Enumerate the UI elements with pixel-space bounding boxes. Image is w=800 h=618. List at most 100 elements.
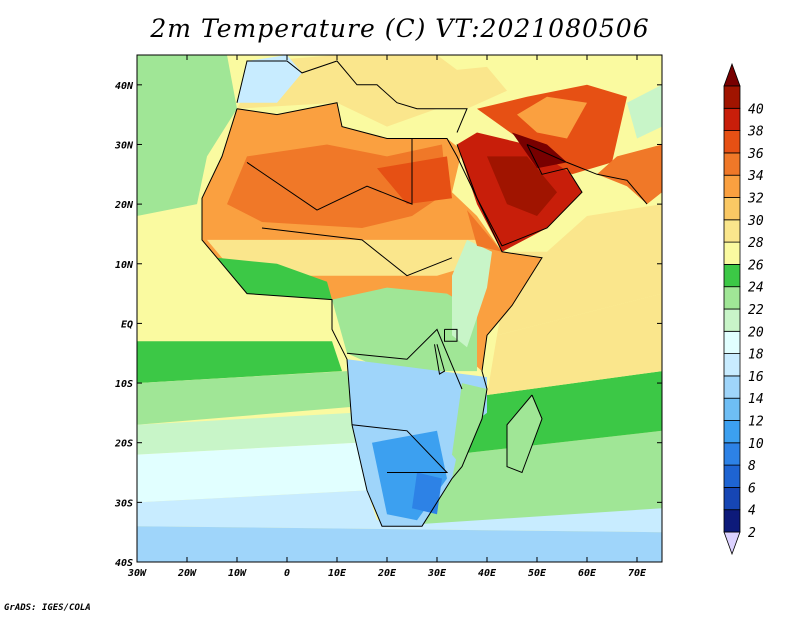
y-tick-label: 20S [114,439,133,450]
y-tick-label: 40N [115,81,134,92]
border-central [346,328,463,390]
land-mozambique-coast [452,383,487,467]
colorbar-swatch [723,420,741,444]
coast-arabia [456,144,583,247]
map-axes: 30W 20W 10W 0 10E 20E 30E 40E 50E 60E 70E 40N 30N 20N… [114,55,662,579]
colorbar-label: 16 [748,370,764,385]
colorbar-label: 40 [748,102,764,117]
colorbar-label: 34 [747,169,764,184]
colorbar-swatch [723,85,741,109]
x-tick-label: 60E [578,568,597,579]
land-east-highlands [452,239,492,348]
colorbar-swatch [723,263,741,288]
x-tick-label: 30E [427,568,447,579]
credit-text: GrADS: IGES/COLA [4,603,91,613]
coast-madagascar [506,394,543,474]
land-sahara-hot [227,144,447,228]
colorbar-top-arrow [723,62,741,87]
band-indian-tropical [487,293,662,395]
colorbar-label: 24 [748,281,764,296]
colorbar-swatch [723,308,741,332]
colorbar-bottom-arrow [723,531,741,556]
y-tick-label: 10S [115,379,133,390]
land-afghan-cool [627,84,662,139]
x-tick-label: 0 [284,568,290,579]
coast-iran [526,144,648,205]
colorbar-swatch [723,442,741,466]
band-indian-north [497,204,662,336]
band-southern-16 [137,490,662,533]
y-tick-label: EQ [121,319,133,330]
lake-tanganyika [434,344,446,375]
band-north-atlantic [137,55,237,216]
border-south [351,424,449,473]
x-tick-label: 50E [528,568,547,579]
colorbar-label: 22 [748,303,764,318]
x-tick-label: 40E [478,568,497,579]
colorbar-label: 38 [747,125,764,140]
land-turkey [417,66,507,109]
y-tick-label: 30N [114,140,134,151]
temperature-field [137,55,662,562]
colorbar-label: 6 [748,481,756,496]
colorbar-swatch [723,330,741,354]
land-west-africa-coast [217,257,332,300]
band-tropical-atlantic-warm [137,210,332,342]
colorbar-label: 8 [748,459,756,474]
colorbar-swatch [723,397,741,421]
land-india-west [597,144,662,205]
land-central-africa [332,287,477,372]
band-atlantic-20 [137,412,357,455]
x-tick-label: 10E [328,568,347,579]
coastlines [201,60,648,527]
colorbar-label: 32 [747,192,764,207]
band-indian-mid [452,371,662,455]
colorbar-swatch [723,241,741,265]
colorbar-label: 28 [748,236,764,251]
colorbar-swatch [723,130,741,154]
y-tick-label: 10N [115,260,134,271]
colorbar-swatch [723,509,741,533]
colorbar-label: 36 [747,147,764,162]
colorbar-swatch [723,286,741,310]
y-tick-label: 20N [114,200,134,211]
plot-frame [136,54,663,563]
land-iberia-cool [237,55,302,103]
band-atlantic-south-warm [137,341,342,384]
land-east-africa-red-sea [467,210,502,252]
x-tick-label: 20W [177,568,197,579]
colorbar-label: 10 [748,437,764,452]
colorbar-label: 18 [748,348,764,363]
chart-title: 2m Temperature (C) VT:2021080506 [150,14,650,43]
colorbar-swatch [723,152,741,176]
border-sahara-2 [261,227,453,277]
coast-africa [201,102,543,527]
land-arabia-core [487,156,557,216]
colorbar-swatch [723,197,741,221]
colorbar-label: 30 [747,214,764,229]
y-tick-label: 40S [115,558,133,569]
band-southern-13 [137,526,662,562]
colorbar-swatch [723,219,741,243]
x-tick-label: 30W [127,568,147,579]
colorbar-label: 12 [748,415,764,430]
colorbar-swatch [723,107,741,132]
colorbar-label: 2 [748,526,756,541]
colorbar-label: 14 [748,392,764,407]
coast-mediterranean-north [236,60,468,133]
colorbar-swatch [723,353,741,377]
lake-victoria [444,328,458,342]
colorbar-swatch [723,486,741,511]
y-tick-label: 30S [114,498,133,509]
colorbar-label: 20 [748,325,764,340]
border-sahara-1 [246,138,413,211]
band-atlantic-18 [137,442,367,503]
x-tick-label: 70E [628,568,647,579]
land-highveld [412,472,442,515]
colorbar-swatch [723,464,741,488]
land-egypt-libya-hot [377,156,452,205]
colorbar-swatch [723,174,741,198]
band-atlantic-22 [137,371,352,425]
